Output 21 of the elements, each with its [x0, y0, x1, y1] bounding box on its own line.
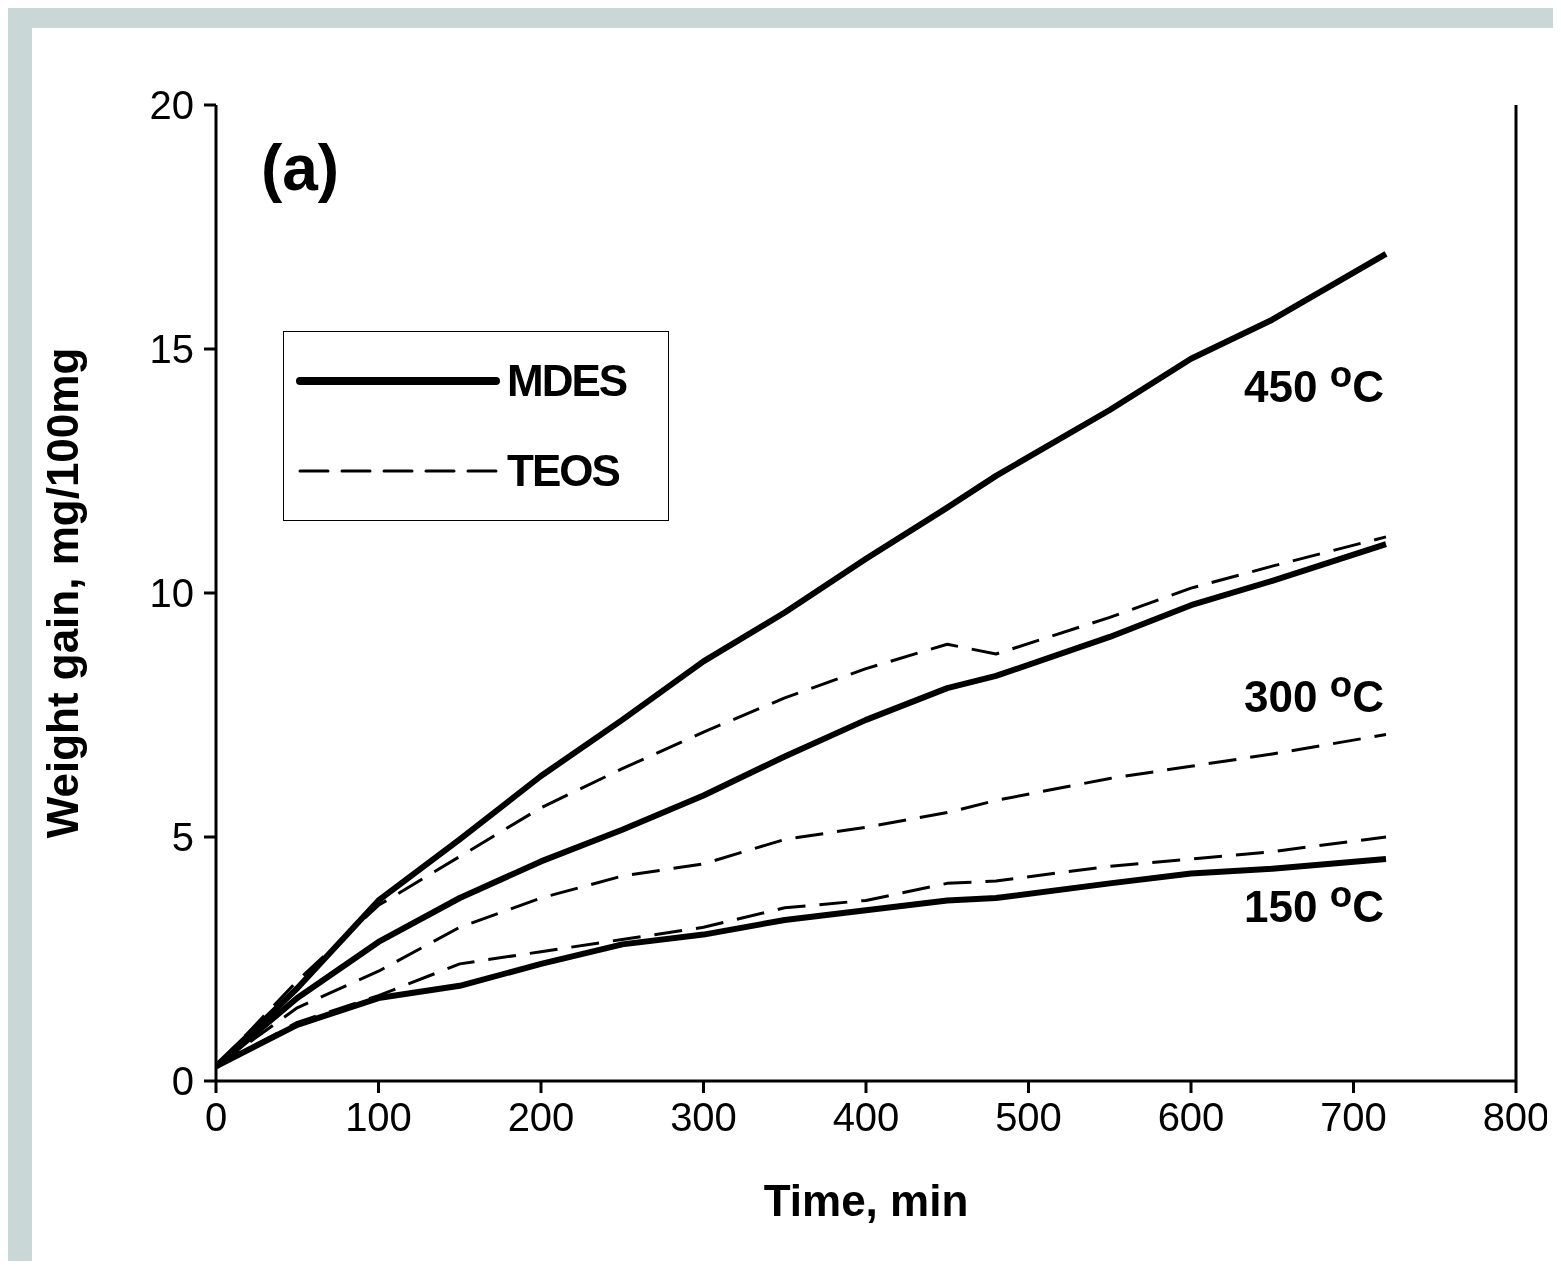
legend-label: MDES [507, 356, 627, 406]
x-tick-label: 400 [832, 1095, 900, 1140]
y-tick-label: 10 [149, 571, 194, 616]
x-tick-label: 100 [345, 1095, 412, 1140]
y-axis-title: Weight gain, mg/100mg [37, 347, 87, 839]
legend-label: TEOS [507, 446, 619, 496]
x-tick-label: 700 [1320, 1095, 1387, 1140]
x-tick-label: 500 [995, 1095, 1062, 1140]
annotation: 450 $^{o}$C [1244, 353, 1384, 413]
y-tick-label: 5 [171, 815, 194, 860]
y-tick-label: 20 [149, 83, 194, 128]
x-tick-label: 600 [1157, 1095, 1225, 1140]
x-tick-label: 300 [670, 1095, 737, 1140]
annotation: (a) [260, 131, 340, 205]
x-tick-label: 0 [204, 1095, 228, 1140]
x-axis-title: Time, min [763, 1176, 969, 1225]
y-tick-label: 15 [149, 327, 194, 372]
x-tick-label: 200 [507, 1095, 575, 1140]
annotation: 300 $^{o}$C [1244, 663, 1384, 723]
annotation: 150 $^{o}$C [1244, 873, 1384, 933]
y-tick-label: 0 [171, 1059, 194, 1104]
